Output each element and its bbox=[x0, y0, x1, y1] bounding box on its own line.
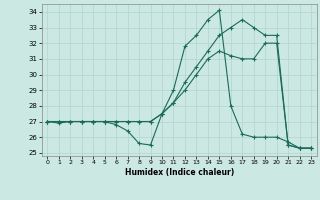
X-axis label: Humidex (Indice chaleur): Humidex (Indice chaleur) bbox=[124, 168, 234, 177]
